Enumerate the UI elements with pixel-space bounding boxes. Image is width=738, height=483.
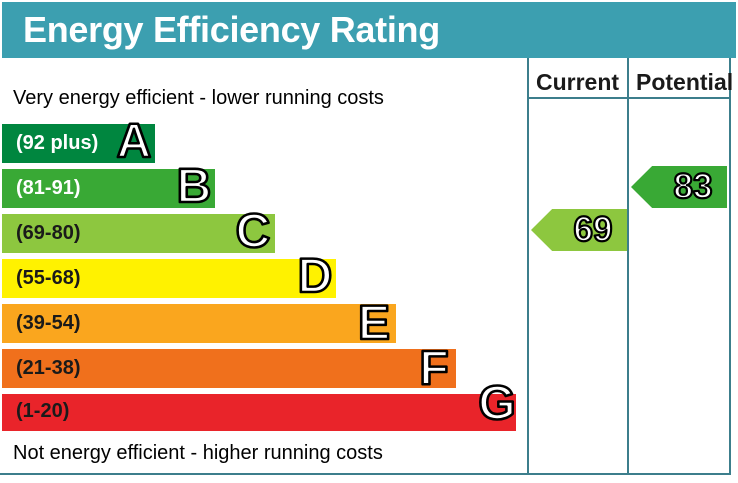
svg-text:D: D	[298, 250, 333, 303]
svg-text:C: C	[236, 205, 271, 258]
svg-text:A: A	[117, 115, 152, 168]
svg-text:E: E	[358, 297, 390, 350]
svg-text:G: G	[478, 377, 515, 430]
svg-text:B: B	[177, 160, 212, 213]
svg-text:F: F	[419, 342, 448, 395]
svg-text:83: 83	[674, 167, 713, 206]
svg-text:69: 69	[574, 210, 613, 249]
